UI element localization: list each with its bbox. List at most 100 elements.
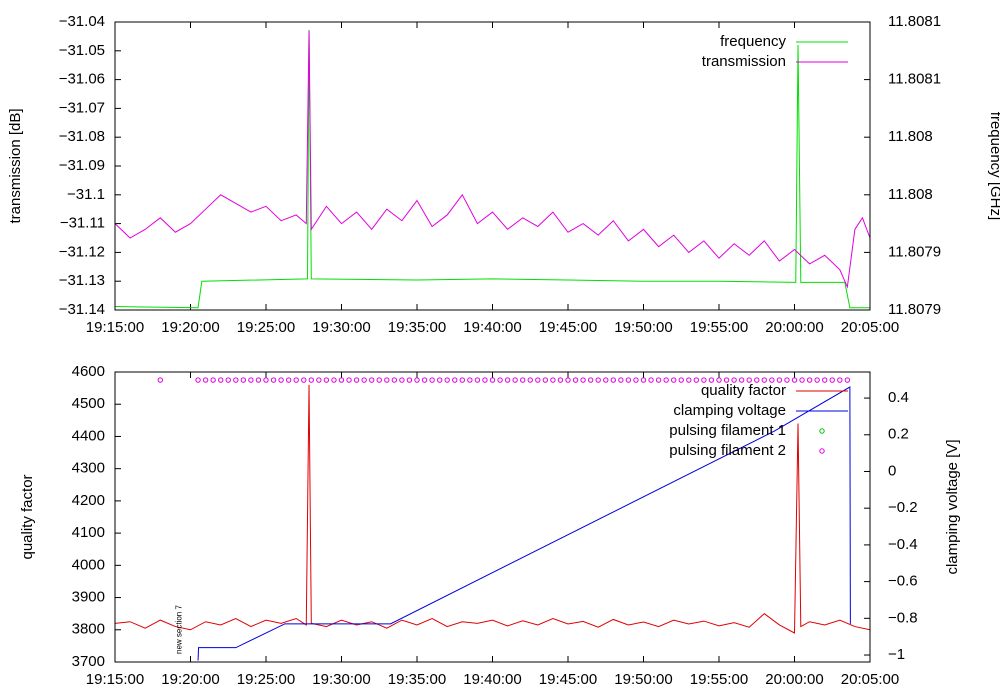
y2-tick-label: 11.8081 <box>888 71 941 88</box>
point <box>625 377 632 383</box>
point <box>580 377 586 383</box>
line-series <box>115 384 870 634</box>
plot-area <box>115 377 870 661</box>
point <box>708 377 715 383</box>
legend-label: transmission <box>702 53 786 70</box>
point <box>550 377 556 383</box>
point <box>784 377 790 383</box>
point <box>535 377 541 383</box>
legend-label: frequency <box>720 33 786 50</box>
y-tick-label: 3700 <box>72 653 105 670</box>
legend-symbol <box>819 428 825 434</box>
point <box>776 377 783 383</box>
point <box>686 377 692 383</box>
point <box>338 377 345 383</box>
point <box>716 377 722 383</box>
x-tick-label: 19:25:00 <box>237 319 295 336</box>
point <box>761 377 767 383</box>
y-axis-label: quality factor <box>19 474 36 559</box>
y2-tick-label: 0.2 <box>888 426 909 443</box>
point <box>331 377 337 383</box>
legend-label: quality factor <box>701 382 786 399</box>
point <box>738 377 745 383</box>
x-tick-label: 19:35:00 <box>388 671 446 688</box>
point <box>640 377 647 383</box>
point <box>225 377 231 383</box>
y2-tick-label: −0.4 <box>888 536 918 553</box>
point <box>414 377 420 383</box>
y2-tick-label: 11.8081 <box>888 13 941 30</box>
point <box>369 377 375 383</box>
point <box>467 377 473 383</box>
point <box>844 377 851 383</box>
point <box>399 377 405 383</box>
point <box>791 377 798 383</box>
point <box>270 377 277 383</box>
point <box>565 377 571 383</box>
y2-tick-label: −0.6 <box>888 573 918 590</box>
x-tick-label: 19:25:00 <box>237 671 295 688</box>
point <box>542 377 549 383</box>
point <box>618 377 624 383</box>
point <box>452 377 458 383</box>
point <box>376 377 382 383</box>
legend-label: pulsing filament 2 <box>669 442 786 459</box>
legend-label: pulsing filament 1 <box>669 422 786 439</box>
plot-frame <box>114 21 871 311</box>
point <box>361 377 367 383</box>
point <box>384 377 390 383</box>
point <box>278 377 284 383</box>
point <box>444 377 450 383</box>
point <box>391 377 398 383</box>
point <box>474 377 481 383</box>
line-series <box>197 386 851 661</box>
y-tick-label: −31.1 <box>67 186 105 203</box>
y-tick-label: −31.04 <box>59 13 105 30</box>
y-tick-label: −31.09 <box>59 157 105 174</box>
y-tick-label: 4300 <box>72 460 105 477</box>
x-tick-label: 19:45:00 <box>539 671 597 688</box>
point <box>285 377 292 383</box>
x-tick-label: 19:15:00 <box>86 671 144 688</box>
point <box>754 377 760 383</box>
x-tick-label: 19:15:00 <box>86 319 144 336</box>
y2-axis-label: frequency [GHz] <box>987 112 1000 220</box>
point <box>520 377 526 383</box>
point <box>723 377 730 383</box>
x-tick-label: 19:45:00 <box>539 319 597 336</box>
point <box>248 377 254 383</box>
point <box>195 377 201 383</box>
point <box>663 377 669 383</box>
y-tick-label: −31.12 <box>59 243 105 260</box>
x-tick-label: 19:20:00 <box>161 671 219 688</box>
y2-tick-label: 11.8079 <box>888 301 941 318</box>
point <box>255 377 262 383</box>
point <box>655 377 662 383</box>
point <box>459 377 465 383</box>
y-tick-label: 4600 <box>72 363 105 380</box>
point <box>497 377 503 383</box>
y-tick-label: 4400 <box>72 427 105 444</box>
point <box>233 377 239 383</box>
point <box>157 377 164 383</box>
x-tick-label: 19:30:00 <box>312 319 370 336</box>
point <box>829 377 835 383</box>
point <box>489 377 496 383</box>
point <box>293 377 299 383</box>
point <box>512 377 518 383</box>
x-tick-label: 19:35:00 <box>388 319 446 336</box>
y-tick-label: 4100 <box>72 524 105 541</box>
y-tick-label: −31.08 <box>59 128 105 145</box>
y-axis-label: transmission [dB] <box>7 108 24 223</box>
point <box>202 377 209 383</box>
point <box>429 377 435 383</box>
point <box>323 377 330 383</box>
x-tick-label: 20:05:00 <box>841 671 899 688</box>
point <box>572 377 579 383</box>
point <box>240 377 247 383</box>
point <box>308 377 314 383</box>
x-tick-label: 19:50:00 <box>614 319 672 336</box>
y2-tick-label: −0.2 <box>888 499 918 516</box>
point <box>587 377 594 383</box>
